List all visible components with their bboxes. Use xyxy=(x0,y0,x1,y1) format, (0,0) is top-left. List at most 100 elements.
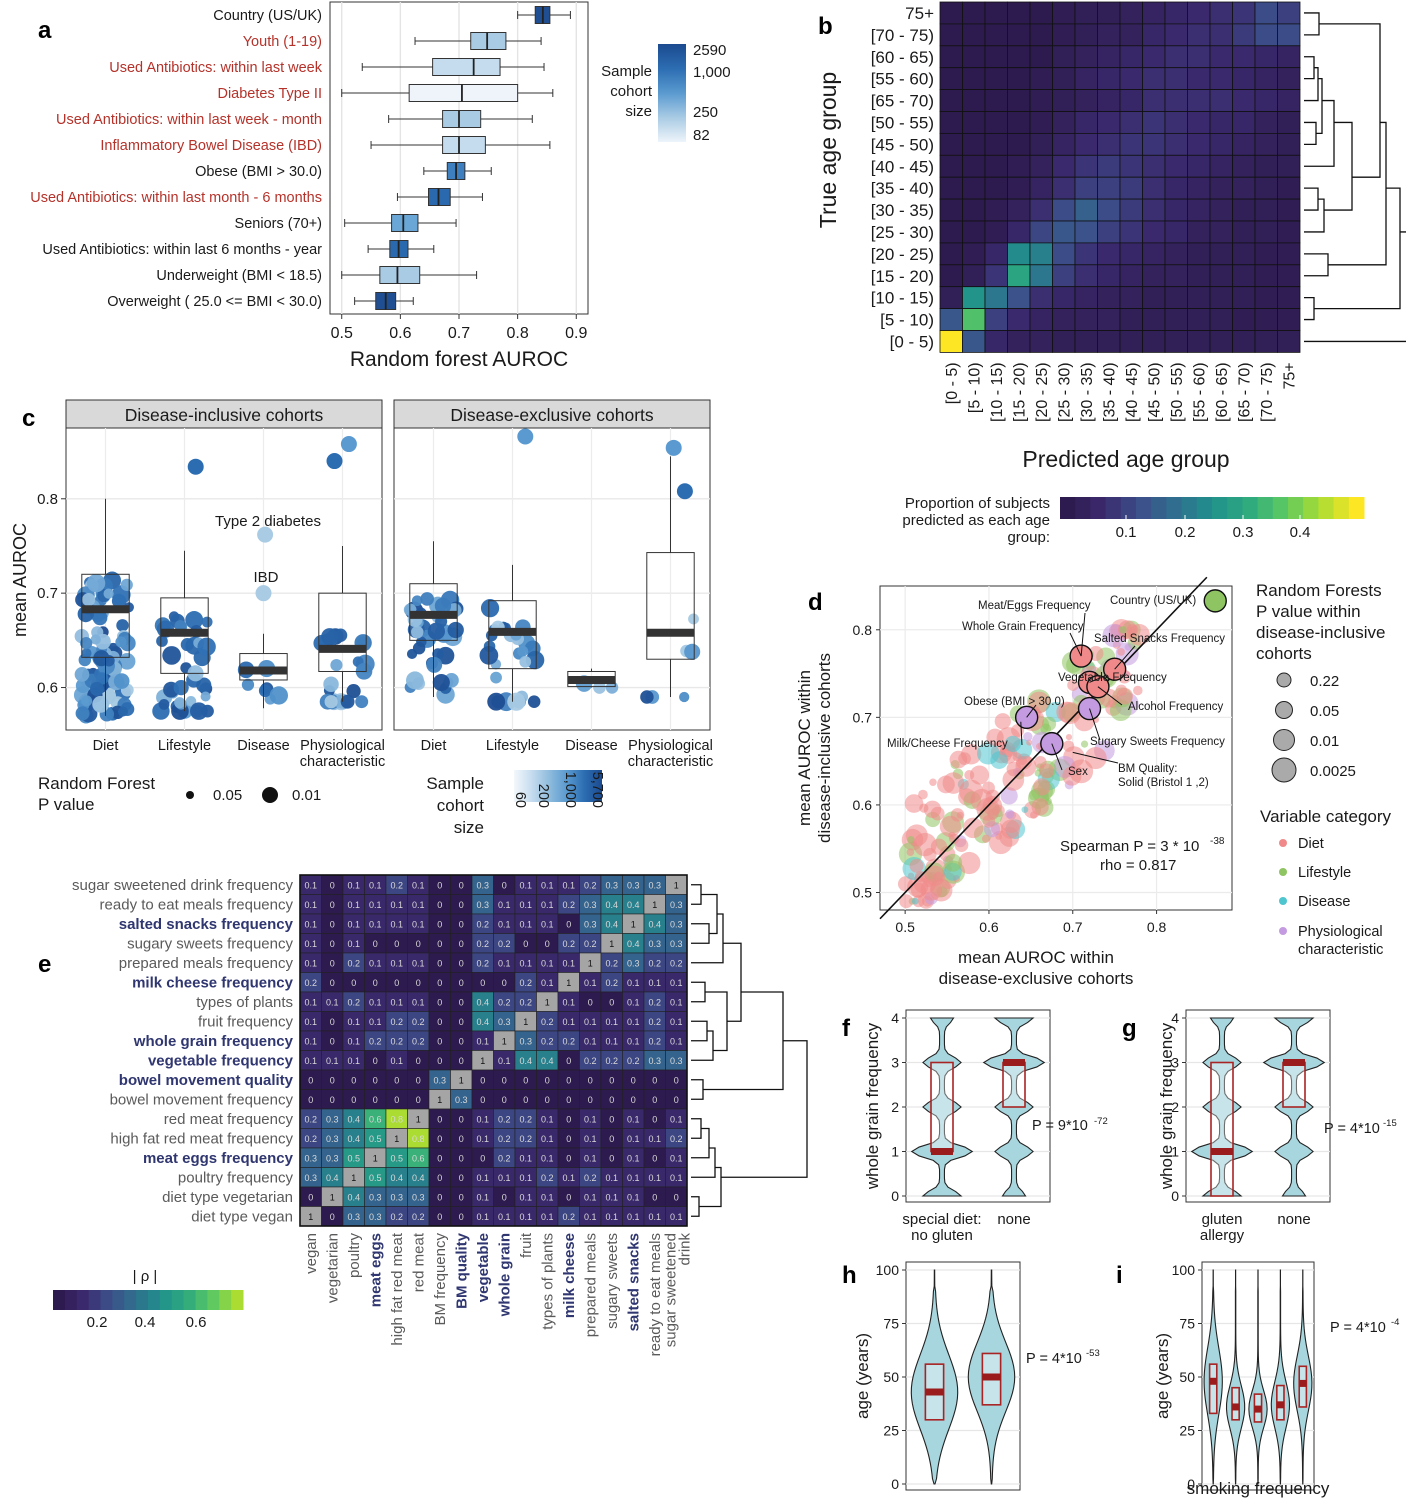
heat-cell xyxy=(1187,176,1211,200)
cell-value: 0.1 xyxy=(498,1056,511,1066)
cell-value: 0 xyxy=(459,900,464,910)
outlier-point xyxy=(676,483,693,500)
cell-value: 0 xyxy=(566,1095,571,1105)
heat-cell xyxy=(1277,198,1301,222)
heat-cell xyxy=(1119,286,1143,310)
legend-swatch xyxy=(1075,497,1091,519)
cell-value: 0 xyxy=(373,978,378,988)
cell-value: 0.1 xyxy=(498,1212,511,1222)
legend-color-dot xyxy=(1279,927,1287,935)
data-point xyxy=(411,625,424,639)
cell-value: 0 xyxy=(502,1095,507,1105)
cell-value: 0.2 xyxy=(541,1017,554,1027)
x-tick-label: 0.6 xyxy=(389,325,411,342)
cell-value: 0 xyxy=(674,1075,679,1085)
heat-cell xyxy=(1277,67,1301,90)
heat-cell xyxy=(1232,242,1256,266)
cell-value: 0 xyxy=(416,1095,421,1105)
point-label: Obese (BMI > 30.0) xyxy=(964,696,1065,708)
cell-value: 0.2 xyxy=(304,978,317,988)
cell-value: 1 xyxy=(437,1095,442,1105)
heat-cell xyxy=(1029,45,1053,69)
data-point xyxy=(1117,648,1125,656)
cell-value: 0 xyxy=(652,1075,657,1085)
col-label: sugary sweets xyxy=(604,1233,621,1329)
cell-value: 0.1 xyxy=(476,1212,489,1222)
data-point xyxy=(90,634,101,645)
heat-cell xyxy=(939,220,963,244)
cell-value: 0 xyxy=(330,919,335,929)
cell-value: 0 xyxy=(459,880,464,890)
y-tick-label: 0.6 xyxy=(853,797,873,813)
heat-cell xyxy=(1277,23,1301,47)
data-point xyxy=(162,646,182,665)
cell-value: 0 xyxy=(437,919,442,929)
row-label: salted snacks frequency xyxy=(119,916,294,933)
cell-value: 0.2 xyxy=(670,958,683,968)
cell-value: 0.3 xyxy=(304,1173,317,1183)
legend-title: cohorts xyxy=(1256,644,1312,663)
group-label: gluten xyxy=(1202,1211,1243,1228)
dendrogram-branch xyxy=(691,913,724,964)
cell-value: 1 xyxy=(373,1153,378,1163)
cell-value: 0 xyxy=(416,1056,421,1066)
heat-cell xyxy=(1164,89,1188,112)
heat-cell xyxy=(962,242,986,266)
heat-cell xyxy=(1007,132,1031,156)
data-point xyxy=(412,641,426,655)
cell-value: 0 xyxy=(459,1056,464,1066)
data-point xyxy=(185,696,197,707)
cell-value: 0.3 xyxy=(648,939,661,949)
heat-cell xyxy=(1209,1,1233,25)
cell-value: 0.5 xyxy=(347,1153,360,1163)
cell-value: 0 xyxy=(502,1075,507,1085)
data-point xyxy=(92,695,110,713)
cell-value: 0.3 xyxy=(670,1056,683,1066)
facet-title: Disease-exclusive cohorts xyxy=(450,405,654,425)
cell-value: 0.3 xyxy=(519,1036,532,1046)
cell-value: 0.2 xyxy=(498,1114,511,1124)
heat-cell xyxy=(1187,1,1211,25)
cell-value: 0.2 xyxy=(519,978,532,988)
heat-cell xyxy=(939,23,963,47)
legend-title: P value within xyxy=(1256,602,1361,621)
cell-value: 0.2 xyxy=(670,1134,683,1144)
data-point xyxy=(113,673,130,689)
data-point xyxy=(490,671,502,684)
data-point xyxy=(321,628,339,646)
box xyxy=(408,84,519,102)
p-value-exponent: -15 xyxy=(1383,1118,1397,1129)
y-axis-title: whole grain frequency xyxy=(1157,1022,1176,1190)
data-point xyxy=(907,836,915,844)
data-point xyxy=(1080,740,1089,748)
cell-value: 0.1 xyxy=(605,1192,618,1202)
cell-value: 0.3 xyxy=(648,880,661,890)
heat-cell xyxy=(1209,286,1233,310)
heat-cell xyxy=(1232,1,1256,25)
violin xyxy=(910,1269,959,1485)
data-point xyxy=(1133,685,1143,696)
data-point xyxy=(173,679,189,696)
outlier-point xyxy=(517,428,534,445)
leader-line xyxy=(1089,675,1106,683)
cell-value: 0 xyxy=(609,1153,614,1163)
y-tick-label: 1 xyxy=(1171,1144,1179,1160)
cell-value: 0 xyxy=(523,1075,528,1085)
heat-cell xyxy=(1119,330,1143,353)
heat-cell xyxy=(1029,264,1053,288)
cell-value: 1 xyxy=(308,1212,313,1222)
y-category-label: [0 - 5) xyxy=(890,332,934,351)
dendrogram-branch xyxy=(721,1040,808,1178)
box xyxy=(379,266,421,284)
heat-cell xyxy=(1254,23,1278,47)
heat-cell xyxy=(1142,198,1166,222)
cell-value: 1 xyxy=(416,1114,421,1124)
cell-value: 0 xyxy=(652,1192,657,1202)
cell-value: 0.2 xyxy=(498,1153,511,1163)
cell-value: 0.2 xyxy=(390,880,403,890)
cell-value: 0 xyxy=(437,1017,442,1027)
cell-value: 0.4 xyxy=(347,1114,360,1124)
cell-value: 0.1 xyxy=(347,939,360,949)
panel-letter-f: f xyxy=(842,1015,851,1042)
cell-value: 0.2 xyxy=(412,1212,425,1222)
